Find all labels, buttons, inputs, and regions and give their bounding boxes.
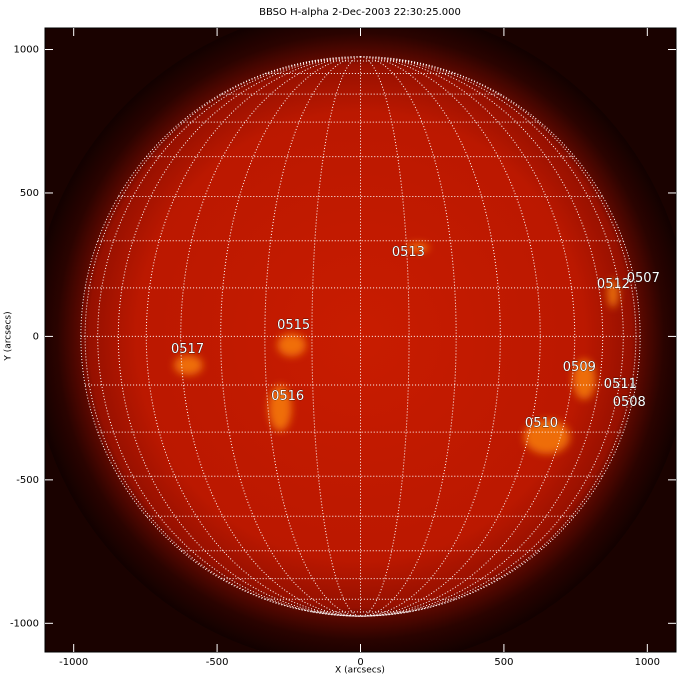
longitude-line: [97, 56, 361, 617]
region-label: 0517: [171, 342, 204, 357]
longitude-line: [360, 56, 457, 617]
region-label: 0512: [597, 277, 630, 292]
longitude-line: [264, 56, 361, 617]
region-label: 0511: [604, 377, 637, 392]
plage: [268, 385, 292, 432]
longitude-line: [360, 56, 624, 617]
y-tick-label: 500: [20, 188, 39, 199]
x-axis-label: X (arcsecs): [335, 666, 385, 676]
y-tick-label: 1000: [14, 45, 39, 56]
plage: [174, 355, 203, 376]
plage: [523, 419, 570, 455]
longitude-line: [360, 56, 501, 617]
x-tick-label: 0: [357, 657, 363, 668]
x-tick-label: 500: [494, 657, 513, 668]
region-label: 0508: [613, 395, 646, 410]
y-tick-label: -1000: [10, 618, 39, 629]
x-tick-label: 1000: [635, 657, 660, 668]
plage-group: [174, 243, 619, 455]
plage: [406, 243, 430, 252]
longitude-line: [360, 56, 637, 617]
region-label: 0516: [271, 389, 304, 404]
chart-title: BBSO H-alpha 2-Dec-2003 22:30:25.000: [259, 7, 461, 18]
longitude-line: [84, 56, 361, 617]
image-layer: [45, 28, 676, 652]
x-tick-label: -500: [206, 657, 229, 668]
region-label: 0509: [563, 360, 596, 375]
region-label: 0507: [627, 271, 660, 286]
longitude-line: [220, 56, 361, 617]
y-axis-label: Y (arcsecs): [4, 311, 14, 361]
longitude-line: [80, 56, 361, 617]
y-tick-label: -500: [16, 475, 39, 486]
longitude-line: [360, 56, 410, 617]
longitude-line: [360, 56, 641, 617]
plage: [572, 359, 596, 400]
x-tick-label: -1000: [59, 657, 88, 668]
plage: [277, 333, 307, 357]
region-label: 0515: [277, 318, 310, 333]
longitude-line: [117, 56, 361, 617]
longitude-line: [360, 56, 604, 617]
y-tick-label: 0: [33, 331, 39, 342]
region-label: 0513: [392, 245, 425, 260]
region-label: 0510: [525, 416, 558, 431]
plage: [607, 279, 619, 308]
longitude-line: [311, 56, 361, 617]
